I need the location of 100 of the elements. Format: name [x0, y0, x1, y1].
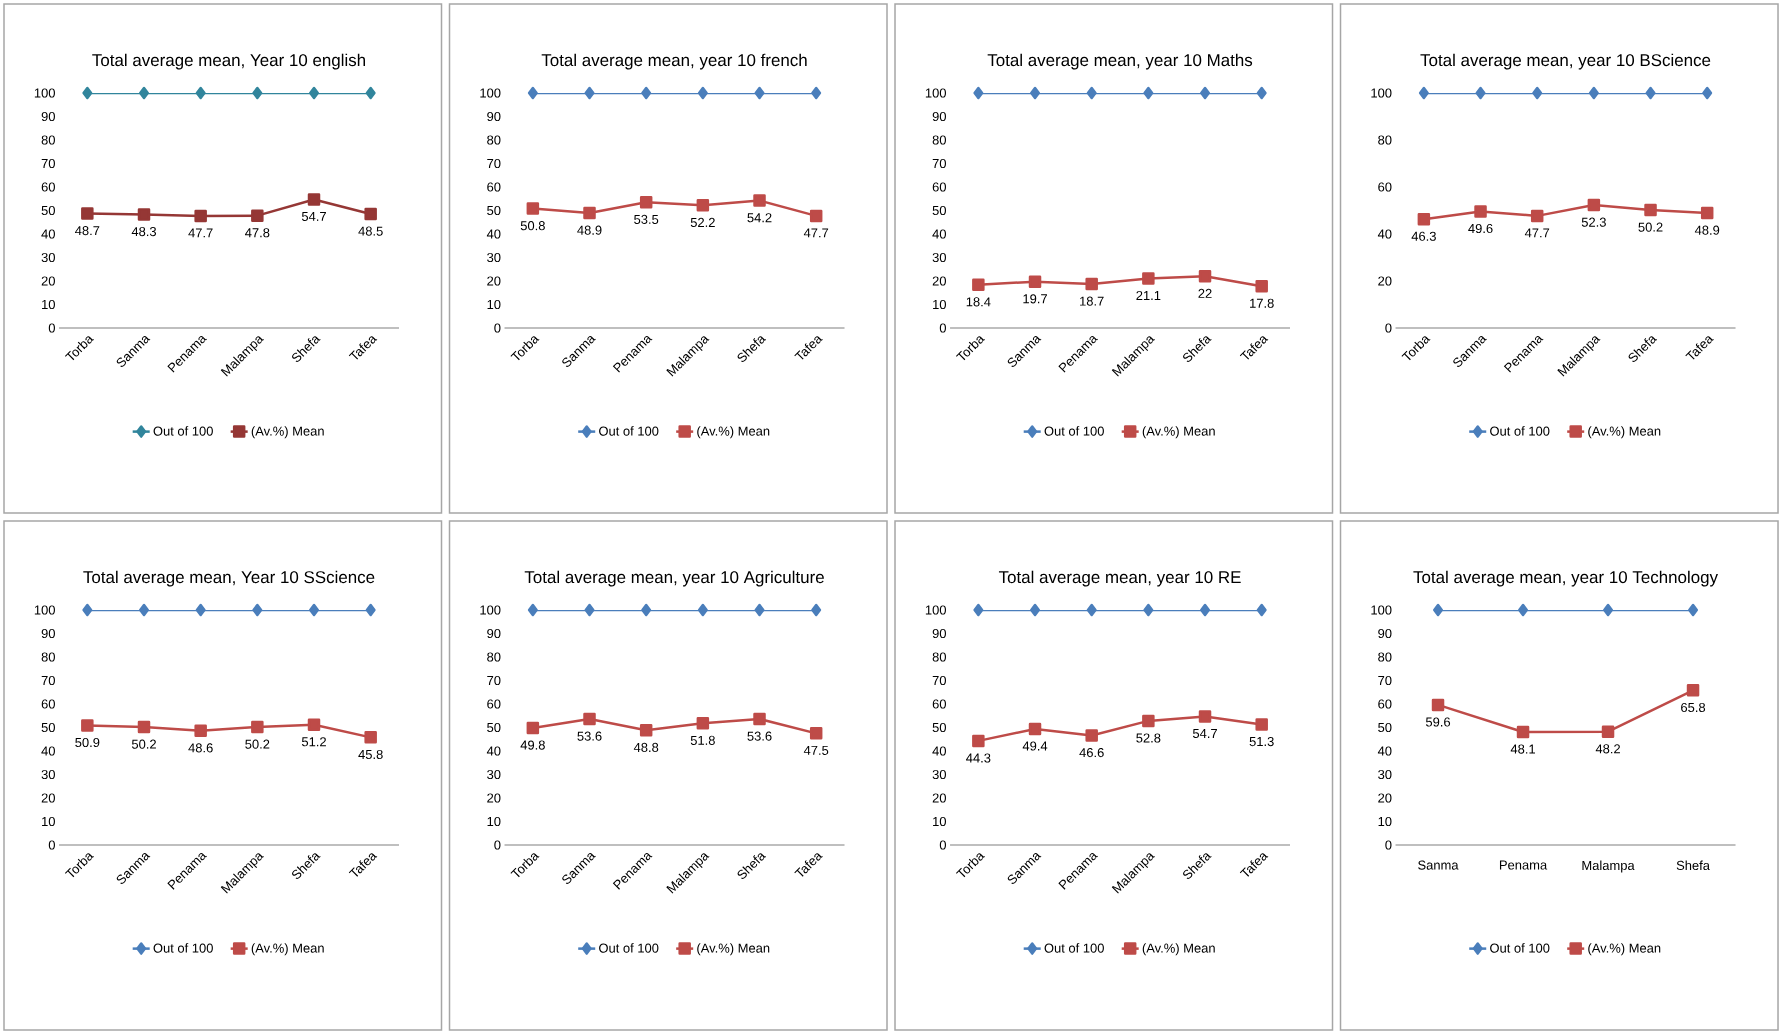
legend-label: (Av.%) Mean: [251, 943, 324, 956]
data-label: 50.2: [1638, 222, 1663, 232]
point: [753, 194, 766, 207]
legend-label: Out of 100: [153, 943, 213, 953]
y-tick-label: 60: [41, 699, 55, 709]
chart-title: Total average mean, year 10 Maths: [987, 53, 1253, 70]
point: [754, 86, 765, 100]
y-tick-label: 80: [41, 135, 55, 145]
point: [1028, 275, 1042, 288]
point: [1688, 603, 1699, 617]
data-label: 19.7: [1023, 294, 1047, 304]
point: [1142, 272, 1155, 285]
data-label: 48.9: [1694, 225, 1720, 235]
point: [1256, 86, 1267, 100]
point: [583, 206, 596, 220]
data-label: 50.8: [520, 221, 545, 231]
y-tick-label: 100: [925, 605, 946, 615]
y-tick-label: 0: [939, 840, 946, 850]
point: [1644, 203, 1657, 217]
data-label: 45.8: [358, 749, 383, 760]
y-tick-label: 10: [933, 299, 946, 310]
y-tick-label: 30: [41, 252, 55, 263]
point: [1603, 603, 1614, 617]
chart-title: Total average mean, year 10 BScience: [1420, 53, 1711, 70]
y-tick-label: 90: [41, 111, 55, 122]
point: [811, 86, 822, 100]
y-tick-label: 60: [487, 699, 501, 709]
chart-title: Total average mean, year 10 french: [541, 53, 807, 70]
y-tick-label: 70: [41, 675, 55, 686]
point: [251, 720, 264, 734]
data-label: 54.2: [747, 213, 772, 223]
point: [137, 208, 151, 221]
y-tick-label: 50: [41, 722, 55, 733]
y-tick-label: 60: [1378, 182, 1392, 192]
y-tick-label: 20: [932, 276, 946, 286]
y-tick-label: 100: [480, 88, 501, 98]
point: [81, 207, 94, 220]
y-tick-label: 10: [1378, 816, 1392, 827]
point: [973, 603, 984, 617]
y-tick-label: 50: [487, 722, 501, 733]
point: [1028, 722, 1042, 736]
point: [252, 86, 263, 100]
y-tick-label: 50: [932, 205, 946, 216]
point: [639, 196, 653, 209]
legend-label: (Av.%) Mean: [697, 943, 770, 956]
y-tick-label: 90: [41, 628, 55, 639]
y-tick-label: 0: [48, 840, 55, 850]
legend-label: (Av.%) Mean: [1142, 943, 1215, 956]
data-label: 51.2: [301, 737, 326, 747]
y-tick-label: 100: [480, 605, 501, 615]
legend-label: Out of 100: [1044, 426, 1104, 436]
y-tick-label: 40: [41, 229, 55, 239]
point: [527, 603, 538, 617]
y-tick-label: 90: [932, 111, 946, 122]
y-tick-label: 10: [42, 299, 55, 310]
point: [526, 202, 540, 215]
point: [583, 712, 596, 726]
point: [365, 86, 376, 100]
data-label: 48.9: [577, 225, 602, 235]
data-label: 47.5: [803, 745, 829, 755]
data-label: 22: [1198, 288, 1212, 298]
point: [195, 86, 206, 100]
y-tick-label: 20: [41, 793, 55, 803]
point: [252, 603, 263, 617]
legend-label: (Av.%) Mean: [1142, 426, 1215, 439]
y-tick-label: 90: [487, 111, 501, 122]
y-tick-label: 90: [1378, 628, 1392, 639]
point: [1200, 603, 1211, 617]
y-tick-label: 0: [1385, 323, 1392, 333]
y-tick-label: 100: [34, 88, 55, 98]
point: [81, 719, 94, 732]
point: [139, 603, 149, 617]
point: [1645, 86, 1656, 100]
data-label: 51.8: [690, 735, 715, 745]
point: [1198, 710, 1212, 723]
y-tick-label: 80: [41, 652, 55, 662]
y-tick-label: 10: [487, 299, 501, 310]
point: [1086, 86, 1097, 100]
point: [1200, 86, 1211, 100]
point: [1516, 725, 1530, 739]
legend-label: Out of 100: [1490, 426, 1550, 436]
point: [639, 724, 653, 737]
data-label: 52.8: [1136, 733, 1161, 743]
data-label: 46.6: [1079, 748, 1104, 758]
data-label: 17.8: [1250, 298, 1274, 308]
legend-label: Out of 100: [599, 426, 659, 436]
x-tick-label: Sanma: [1418, 860, 1459, 870]
data-label: 48.6: [188, 743, 213, 753]
point: [697, 603, 708, 617]
point: [1532, 86, 1543, 100]
y-tick-label: 30: [41, 769, 55, 780]
legend-label: Out of 100: [1044, 943, 1104, 953]
data-label: 47.8: [245, 228, 270, 238]
y-tick-label: 60: [487, 182, 501, 192]
y-tick-label: 10: [487, 816, 501, 827]
data-label: 46.3: [1411, 231, 1436, 241]
point: [365, 603, 376, 617]
y-tick-label: 60: [932, 699, 946, 709]
point: [754, 603, 765, 617]
point: [1588, 86, 1599, 100]
